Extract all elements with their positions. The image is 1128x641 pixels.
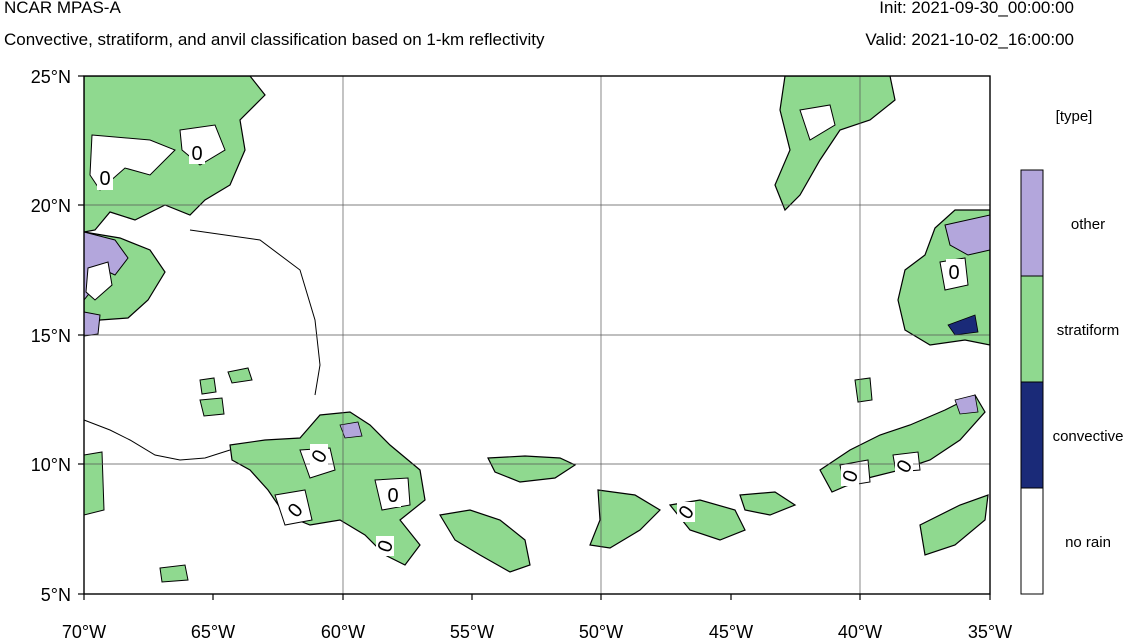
no-rain-gap (85, 261, 113, 301)
map-title: NCAR MPAS-A (4, 0, 121, 17)
y-tick-label: 25°N (31, 67, 71, 87)
contour-label: 0 (374, 536, 398, 556)
y-tick-label: 10°N (31, 455, 71, 475)
rain-region (774, 76, 896, 212)
rain-cell (227, 367, 253, 384)
convective-cell (947, 314, 979, 336)
rain-cell (159, 564, 189, 583)
rain-cell (199, 397, 225, 417)
x-tick-label: 60°W (321, 622, 365, 641)
legend-swatch-convective (1020, 381, 1044, 489)
rain-region (919, 494, 989, 556)
contour-label: 0 (284, 499, 308, 522)
contour-label: 0 (385, 483, 401, 507)
precip-field (84, 76, 990, 583)
legend-label-convective: convective (1053, 428, 1124, 445)
rain-region (439, 509, 531, 573)
contour-label: 0 (189, 140, 205, 165)
other-region (954, 394, 979, 415)
x-tick-label: 35°W (968, 622, 1012, 641)
x-tick-label: 55°W (450, 622, 494, 641)
zero-contour (83, 229, 321, 461)
legend-label-other: other (1071, 216, 1105, 233)
x-tick-label: 45°W (709, 622, 753, 641)
map-subtitle: Convective, stratiform, and anvil classi… (4, 30, 545, 49)
svg-text:0: 0 (948, 262, 959, 284)
x-tick-label: 40°W (838, 622, 882, 641)
contour-labels: 0 0 0 0 0 0 0 0 0 0 (97, 140, 962, 556)
y-tick-label: 20°N (31, 196, 71, 216)
contour-label: 0 (893, 456, 917, 477)
y-tick-label: 5°N (41, 585, 71, 605)
svg-text:0: 0 (99, 168, 110, 190)
valid-time: Valid: 2021-10-02_16:00:00 (865, 30, 1074, 49)
svg-text:0: 0 (191, 143, 202, 165)
legend-title: [type] (1056, 108, 1093, 125)
init-time: Init: 2021-09-30_00:00:00 (879, 0, 1074, 17)
x-tick-label: 65°W (191, 622, 235, 641)
legend-swatch-no-rain (1020, 487, 1044, 595)
other-region (944, 214, 990, 256)
rain-region (589, 489, 661, 549)
rain-region (487, 455, 577, 483)
no-rain-gap (799, 104, 836, 141)
legend: [type] other stratiform convective no ra… (1020, 108, 1124, 595)
rain-cell (854, 377, 873, 403)
legend-swatch-other (1020, 169, 1044, 277)
legend-label-no-rain: no rain (1065, 534, 1111, 551)
rain-region (739, 491, 797, 516)
other-region (84, 311, 101, 337)
legend-label-stratiform: stratiform (1057, 322, 1120, 339)
rain-cell (199, 377, 217, 395)
contour-label: 0 (97, 166, 113, 190)
x-tick-label: 70°W (62, 622, 106, 641)
rain-region (84, 76, 266, 233)
contour-label: 0 (839, 466, 863, 486)
tick-marks (78, 75, 991, 600)
graticule (84, 76, 990, 594)
y-tick-label: 15°N (31, 326, 71, 346)
rain-region (229, 411, 426, 566)
contour-label: 0 (675, 502, 699, 524)
legend-swatch-stratiform (1020, 275, 1044, 383)
rain-cell (84, 451, 105, 516)
x-tick-label: 50°W (579, 622, 623, 641)
contour-label: 0 (308, 444, 332, 467)
contour-label: 0 (946, 259, 962, 284)
svg-text:0: 0 (387, 485, 398, 507)
